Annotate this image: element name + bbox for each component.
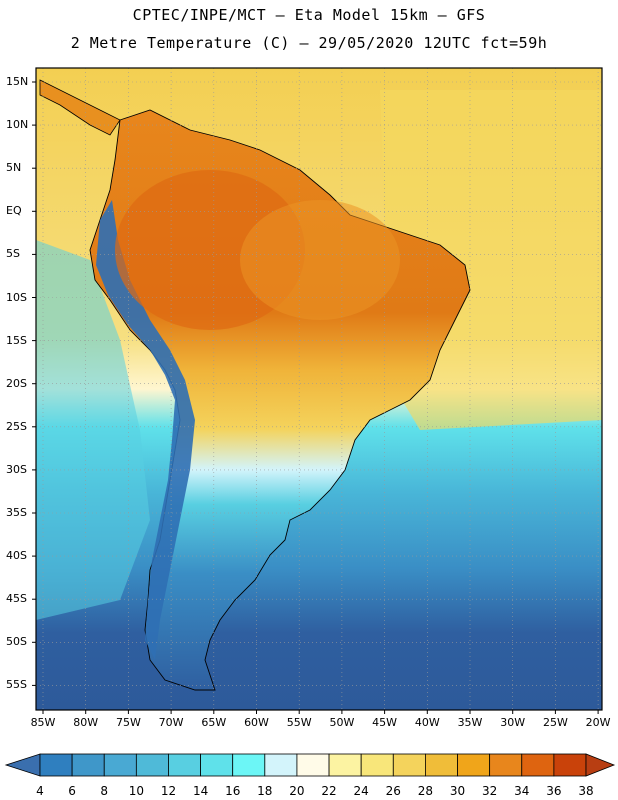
lat-label: 25S	[6, 419, 27, 433]
lon-label: 50W	[329, 716, 355, 729]
colorbar-segment	[135, 753, 169, 777]
lon-label: 25W	[542, 716, 568, 729]
colorbar-segment	[360, 753, 394, 777]
plot-frame	[35, 67, 603, 711]
colorbar	[4, 753, 616, 777]
colorbar-label: 34	[514, 784, 530, 798]
lon-label: 30W	[500, 716, 526, 729]
lat-label: 40S	[6, 549, 27, 563]
colorbar-segment	[457, 753, 491, 777]
lon-label: 85W	[30, 716, 56, 729]
lon-label: 35W	[457, 716, 483, 729]
lon-label: 75W	[115, 716, 141, 729]
colorbar-segment	[103, 753, 137, 777]
colorbar-label: 28	[417, 784, 434, 798]
colorbar-label: 24	[353, 784, 369, 798]
colorbar-label: 36	[546, 784, 562, 798]
lon-label: 80W	[73, 716, 99, 729]
lat-label: 10N	[6, 118, 29, 132]
colorbar-segment	[328, 753, 362, 777]
lon-label: 55W	[286, 716, 312, 729]
colorbar-segment	[521, 753, 555, 777]
colorbar-segment	[39, 753, 73, 777]
colorbar-label: 6	[68, 784, 76, 798]
colorbar-segment	[168, 753, 201, 777]
colorbar-segment	[200, 753, 234, 777]
lon-label: 45W	[372, 716, 398, 729]
colorbar-segment	[296, 753, 330, 777]
lon-label: 60W	[244, 716, 269, 729]
colorbar-label: 16	[225, 784, 241, 798]
colorbar-label: 22	[321, 784, 337, 798]
lat-label: 35S	[6, 506, 27, 519]
pacific-cool	[36, 240, 150, 620]
colorbar-label: 12	[160, 784, 177, 798]
colorbar-segment	[392, 753, 426, 777]
lon-label: 65W	[201, 716, 227, 729]
colorbar-label: 20	[289, 784, 305, 798]
colorbar-label: 32	[482, 784, 498, 798]
lat-label: 10S	[6, 290, 27, 304]
map-title: CPTEC/INPE/MCT – Eta Model 15km – GFS	[132, 6, 486, 24]
lat-label: 5S	[6, 247, 20, 261]
colorbar-segment	[264, 753, 298, 777]
colorbar-label: 4	[36, 784, 44, 798]
map-subtitle: 2 Metre Temperature (C) – 29/05/2020 12U…	[70, 34, 548, 52]
lon-label: 40W	[414, 716, 440, 729]
lat-label: 45S	[6, 592, 27, 606]
colorbar-segment	[489, 753, 523, 777]
andes-cold	[96, 200, 195, 660]
colorbar-segment	[71, 753, 105, 777]
colorbar-label: 10	[128, 784, 144, 798]
colorbar-label: 8	[100, 784, 109, 798]
lat-label: 20S	[6, 376, 27, 390]
colorbar-label: 18	[257, 784, 273, 798]
lat-label: EQ	[6, 204, 22, 218]
colorbar-label: 38	[578, 784, 594, 798]
colorbar-under-arrow	[4, 753, 41, 777]
lat-label: 15N	[6, 75, 29, 88]
colorbar-over-arrow	[585, 753, 616, 777]
lat-label: 15S	[6, 333, 27, 347]
colorbar-label: 26	[385, 784, 401, 798]
lat-label: 55S	[6, 678, 27, 692]
colorbar-segment	[553, 753, 587, 777]
colorbar-segment	[425, 753, 458, 777]
lon-label: 70W	[158, 716, 184, 729]
colorbar-segment	[232, 753, 266, 777]
colorbar-label: 30	[449, 784, 466, 798]
central-america	[39, 79, 121, 136]
colorbar-label: 14	[192, 784, 209, 798]
lat-label: 50S	[6, 635, 27, 649]
lat-label: 5N	[6, 161, 22, 175]
lon-label: 20W	[585, 716, 611, 729]
lat-label: 30S	[6, 462, 27, 476]
